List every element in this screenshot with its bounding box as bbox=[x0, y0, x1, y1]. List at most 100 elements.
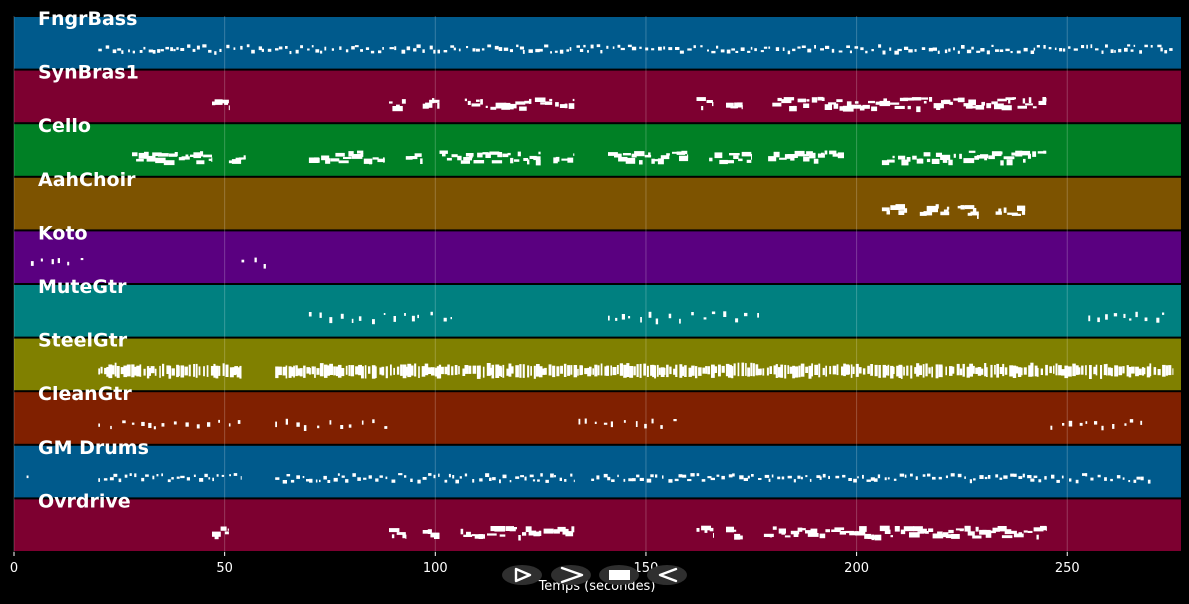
note-mark bbox=[988, 155, 995, 160]
note-mark bbox=[389, 101, 393, 104]
note-mark bbox=[884, 477, 887, 481]
note-mark bbox=[1005, 48, 1010, 52]
note-mark bbox=[335, 152, 345, 157]
note-mark bbox=[152, 475, 155, 480]
note-mark bbox=[655, 474, 658, 478]
note-mark bbox=[1128, 367, 1132, 378]
note-mark bbox=[1127, 44, 1131, 47]
note-mark bbox=[534, 97, 546, 102]
note-mark bbox=[679, 318, 681, 324]
note-mark bbox=[975, 105, 985, 110]
note-mark bbox=[391, 534, 395, 539]
note-mark bbox=[501, 104, 510, 110]
note-mark bbox=[417, 314, 419, 319]
note-mark bbox=[848, 478, 852, 481]
note-mark bbox=[865, 50, 868, 54]
note-mark bbox=[1133, 479, 1137, 483]
note-mark bbox=[999, 367, 1004, 374]
note-mark bbox=[141, 477, 145, 482]
stop-button[interactable] bbox=[599, 565, 639, 585]
note-mark bbox=[900, 529, 906, 535]
note-mark bbox=[1003, 207, 1007, 213]
back-button[interactable] bbox=[647, 565, 687, 585]
note-mark bbox=[214, 99, 223, 105]
play-button[interactable] bbox=[502, 565, 542, 585]
note-mark bbox=[951, 534, 960, 539]
note-mark bbox=[975, 367, 979, 374]
note-mark bbox=[839, 106, 845, 111]
note-mark bbox=[984, 157, 988, 161]
note-mark bbox=[295, 49, 299, 54]
note-mark bbox=[1072, 363, 1076, 377]
note-mark bbox=[311, 366, 314, 375]
note-mark bbox=[998, 208, 1002, 214]
note-mark bbox=[573, 365, 578, 378]
note-mark bbox=[734, 102, 738, 109]
note-mark bbox=[535, 48, 540, 53]
note-mark bbox=[1128, 480, 1131, 483]
note-mark bbox=[772, 102, 782, 107]
note-mark bbox=[997, 526, 1007, 532]
note-mark bbox=[733, 363, 736, 376]
note-mark bbox=[625, 157, 636, 164]
note-mark bbox=[610, 421, 613, 428]
note-mark bbox=[725, 363, 730, 377]
note-mark bbox=[1013, 473, 1017, 477]
note-mark bbox=[887, 159, 895, 163]
note-mark bbox=[1003, 475, 1008, 479]
note-mark bbox=[193, 474, 196, 477]
note-mark bbox=[681, 366, 684, 376]
note-mark bbox=[882, 50, 886, 55]
note-mark bbox=[561, 158, 571, 161]
note-mark bbox=[432, 98, 435, 104]
note-mark bbox=[1090, 477, 1094, 481]
note-mark bbox=[522, 364, 525, 378]
note-mark bbox=[198, 366, 201, 376]
note-mark bbox=[666, 364, 669, 378]
note-mark bbox=[654, 365, 656, 379]
note-mark bbox=[168, 365, 172, 379]
note-mark bbox=[793, 105, 797, 111]
note-mark bbox=[176, 364, 179, 378]
note-mark bbox=[818, 363, 821, 378]
track-label: FngrBass bbox=[38, 8, 137, 30]
note-mark bbox=[779, 157, 787, 160]
note-mark bbox=[628, 316, 631, 319]
note-mark bbox=[134, 473, 137, 478]
note-mark bbox=[463, 534, 473, 537]
note-mark bbox=[731, 529, 737, 532]
forward-button[interactable] bbox=[551, 565, 591, 585]
note-mark bbox=[1002, 363, 1005, 377]
track-notes bbox=[132, 150, 1047, 166]
note-mark bbox=[711, 311, 716, 315]
note-mark bbox=[845, 364, 850, 375]
note-mark bbox=[797, 98, 806, 103]
note-mark bbox=[509, 480, 512, 483]
note-mark bbox=[98, 48, 102, 52]
note-mark bbox=[846, 101, 852, 107]
note-mark bbox=[811, 97, 818, 103]
note-mark bbox=[672, 151, 677, 154]
note-mark bbox=[809, 478, 812, 482]
note-mark bbox=[357, 150, 364, 154]
note-mark bbox=[442, 153, 446, 157]
note-mark bbox=[572, 98, 575, 102]
note-mark bbox=[503, 102, 511, 106]
note-mark bbox=[498, 47, 503, 51]
note-mark bbox=[764, 474, 770, 478]
note-mark bbox=[857, 476, 859, 479]
note-mark bbox=[794, 150, 805, 157]
note-mark bbox=[1062, 48, 1066, 52]
note-mark bbox=[1075, 365, 1079, 375]
note-mark bbox=[1122, 477, 1125, 480]
note-mark bbox=[821, 97, 825, 101]
note-mark bbox=[341, 368, 345, 377]
note-mark bbox=[797, 46, 801, 49]
note-mark bbox=[623, 364, 627, 378]
note-mark bbox=[548, 364, 552, 376]
note-mark bbox=[515, 101, 526, 105]
note-mark bbox=[1149, 363, 1152, 376]
note-mark bbox=[560, 365, 563, 374]
note-mark bbox=[554, 50, 558, 53]
note-mark bbox=[793, 532, 799, 537]
